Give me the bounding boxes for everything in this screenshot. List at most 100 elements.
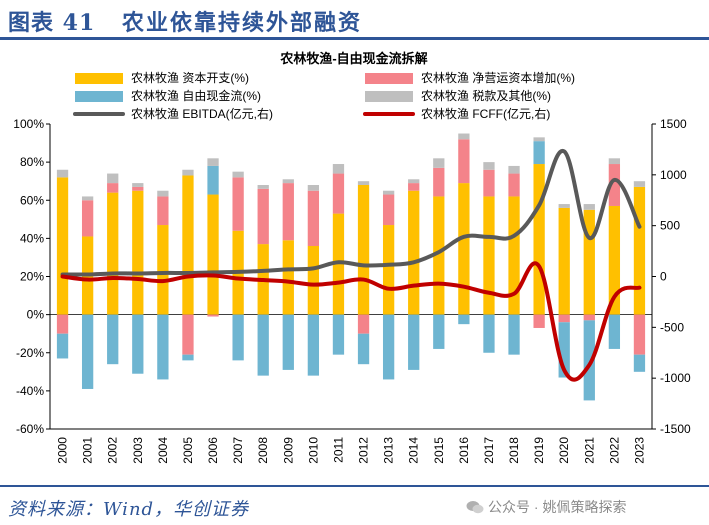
fcff-line-point-2010 (312, 283, 315, 286)
right-tick-label: 0 (660, 270, 667, 284)
bar-1-2002 (107, 192, 119, 315)
bar-2-2002 (107, 183, 119, 193)
figure-number: 图表 41 (8, 10, 96, 36)
bar-1-2010 (307, 246, 320, 315)
bar-1-2020 (558, 207, 570, 315)
bar-3-2004 (157, 314, 169, 380)
fcff-line-point-2013 (387, 287, 390, 290)
right-tick-label: -500 (660, 320, 684, 334)
x-tick-label-2021: 2021 (582, 437, 596, 464)
x-tick-label-2011: 2011 (331, 437, 345, 463)
ebitda-line-point-2006 (212, 271, 215, 274)
bar-3-2019 (533, 141, 545, 165)
bar-2-2003 (132, 186, 144, 191)
ebitda-line-point-2001 (86, 273, 89, 276)
bar-1-2018 (508, 196, 520, 315)
bar-2-2001 (81, 200, 94, 237)
x-tick-label-2009: 2009 (281, 437, 295, 464)
legend-swatch-3 (365, 91, 413, 102)
bar-3-2020 (558, 322, 570, 378)
bar-2-2016 (458, 139, 470, 184)
ebitda-line-point-2015 (437, 251, 440, 254)
bar-4-2006 (207, 158, 219, 166)
x-tick-label-2015: 2015 (432, 437, 446, 464)
fcff-line-point-2018 (513, 292, 516, 295)
fcff-line-point-2019 (538, 265, 541, 268)
bar-2-2019 (533, 314, 545, 328)
bar-2-2011 (332, 173, 345, 214)
x-tick-label-2018: 2018 (507, 437, 521, 464)
left-tick-label: 0% (27, 308, 45, 322)
left-tick-label: 40% (20, 231, 44, 245)
fcff-line-point-2023 (638, 286, 641, 289)
bar-2-2020 (558, 314, 570, 323)
bar-1-2012 (357, 185, 370, 315)
bar-4-2011 (332, 164, 345, 174)
bar-2-2007 (232, 177, 244, 231)
right-tick-label: -1000 (660, 371, 691, 385)
right-tick-label: 1000 (660, 168, 687, 182)
x-tick-label-2023: 2023 (632, 437, 646, 464)
bar-2-2023 (633, 314, 646, 355)
ebitda-line-point-2005 (186, 271, 189, 274)
bar-3-2002 (107, 314, 119, 365)
bar-3-2017 (483, 314, 495, 353)
ebitda-line-point-2007 (237, 270, 240, 273)
ebitda-line-point-2013 (387, 263, 390, 266)
figure-header: 图表 41 农业依靠持续外部融资 (0, 0, 709, 40)
ebitda-line-point-2012 (362, 264, 365, 267)
fcff-line-point-2021 (588, 363, 591, 366)
bar-2-2021 (583, 314, 595, 321)
fcff-line-point-2022 (613, 295, 616, 298)
x-tick-label-2020: 2020 (557, 437, 571, 464)
bar-3-2003 (132, 314, 144, 374)
bar-1-2023 (633, 186, 646, 315)
bar-1-2019 (533, 164, 545, 315)
ebitda-line-point-2018 (513, 234, 516, 237)
bar-4-2020 (558, 204, 570, 208)
bar-2-2005 (182, 314, 194, 355)
bar-1-2004 (157, 225, 169, 315)
fcff-line-point-2006 (212, 274, 215, 277)
fcff-line-point-2016 (462, 285, 465, 288)
bar-3-2023 (633, 354, 646, 372)
x-tick-label-2000: 2000 (56, 437, 70, 464)
ebitda-line-point-2003 (136, 272, 139, 275)
ebitda-line-point-2011 (337, 261, 340, 264)
bar-4-2004 (157, 190, 169, 197)
fcff-line-point-2014 (412, 284, 415, 287)
legend-label-4: 农林牧渔 EBITDA(亿元,右) (131, 106, 273, 121)
bar-1-2000 (56, 177, 69, 315)
source-note: 资料来源：Wind，华创证券 (8, 499, 250, 520)
bar-4-2008 (257, 185, 269, 189)
fcff-line-point-2002 (111, 277, 114, 280)
x-tick-label-2001: 2001 (81, 437, 95, 464)
left-tick-label: 100% (13, 117, 44, 131)
ebitda-line-point-2008 (262, 269, 265, 272)
ebitda-line-point-2010 (312, 267, 315, 270)
right-tick-label: 1500 (660, 117, 687, 131)
bar-4-2014 (408, 179, 420, 184)
x-tick-label-2004: 2004 (156, 437, 170, 464)
fcff-line-point-2009 (287, 280, 290, 283)
bar-1-2022 (608, 205, 621, 315)
bar-4-2023 (633, 181, 646, 187)
fcff-line-point-2000 (61, 275, 64, 278)
bar-2-2022 (608, 164, 621, 206)
wechat-icon (466, 501, 484, 514)
legend-label-3: 农林牧渔 税款及其他(%) (421, 89, 551, 103)
ebitda-line-point-2021 (588, 236, 591, 239)
bar-4-2018 (508, 165, 520, 174)
bar-3-2005 (182, 354, 194, 361)
bar-4-2022 (608, 158, 621, 165)
bar-3-2006 (207, 165, 219, 195)
ebitda-line-point-2019 (538, 204, 541, 207)
fcff-line-point-2005 (186, 275, 189, 278)
bar-4-2009 (282, 179, 294, 184)
bar-2-2014 (408, 183, 420, 191)
bar-2-2013 (382, 194, 395, 226)
bar-3-2022 (608, 314, 621, 349)
bar-3-2021 (583, 320, 595, 401)
bar-2-2006 (207, 314, 219, 317)
